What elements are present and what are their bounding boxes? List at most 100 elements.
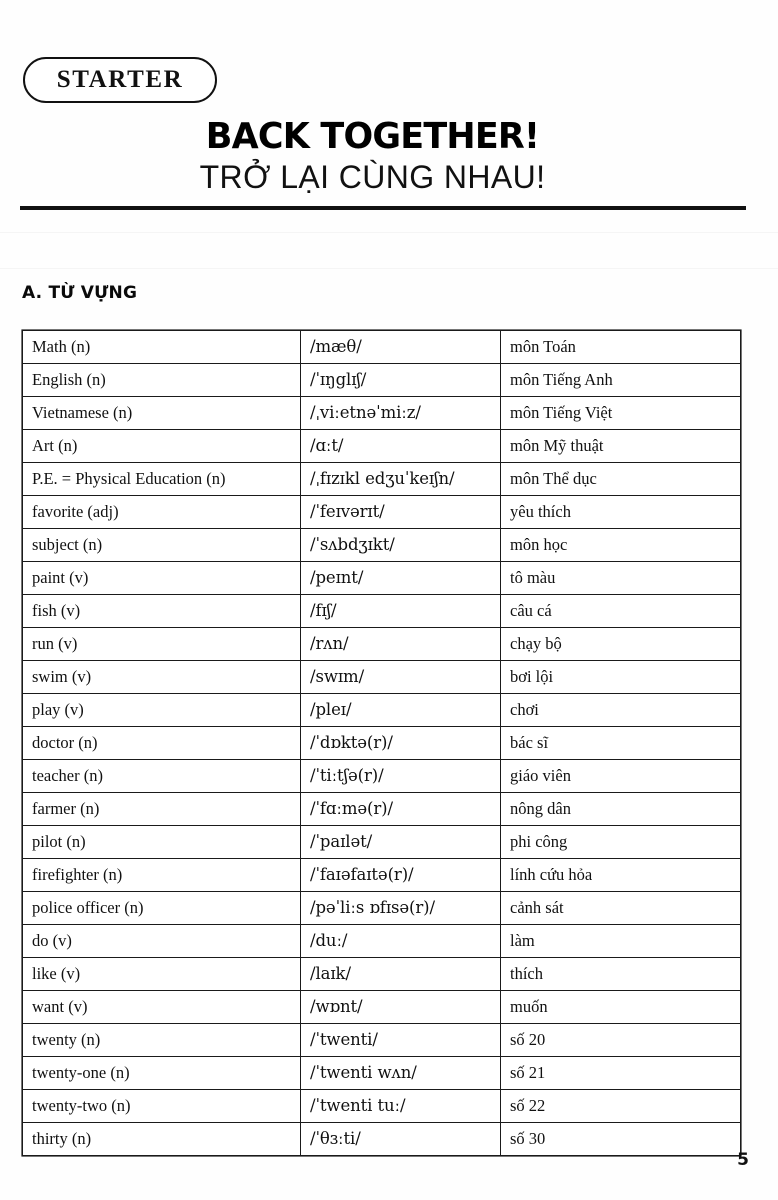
vocab-word-cell: fish (v) bbox=[22, 594, 301, 628]
table-row: favorite (adj)/ˈfeɪvərɪt/yêu thích bbox=[22, 495, 741, 529]
vocab-meaning-cell: phi công bbox=[500, 825, 741, 859]
vocab-word-cell: Math (n) bbox=[22, 330, 301, 364]
table-row: fish (v)/fɪʃ/câu cá bbox=[22, 594, 741, 628]
vocab-meaning-cell: môn Tiếng Anh bbox=[500, 363, 741, 397]
table-row: Math (n)/mæθ/môn Toán bbox=[22, 330, 741, 364]
vocab-word-cell: twenty-two (n) bbox=[22, 1089, 301, 1123]
unit-title-block: BACK TOGETHER! TRỞ LẠI CÙNG NHAU! bbox=[0, 116, 745, 197]
vocab-word-cell: teacher (n) bbox=[22, 759, 301, 793]
vocab-ipa-cell: /ˈθɜːti/ bbox=[300, 1122, 501, 1156]
table-row: play (v)/pleɪ/chơi bbox=[22, 693, 741, 727]
vocab-word-cell: paint (v) bbox=[22, 561, 301, 595]
vocab-meaning-cell: môn Toán bbox=[500, 330, 741, 364]
vocab-ipa-cell: /ˈtiːtʃə(r)/ bbox=[300, 759, 501, 793]
table-row: police officer (n)/pəˈliːs ɒfɪsə(r)/cảnh… bbox=[22, 891, 741, 925]
vocab-meaning-cell: số 30 bbox=[500, 1122, 741, 1156]
vocab-word-cell: subject (n) bbox=[22, 528, 301, 562]
vocab-meaning-cell: số 21 bbox=[500, 1056, 741, 1090]
vocab-meaning-cell: cảnh sát bbox=[500, 891, 741, 925]
vocab-ipa-cell: /pleɪ/ bbox=[300, 693, 501, 727]
scan-artifact bbox=[0, 268, 778, 269]
section-heading-vocabulary: A. TỪ VỰNG bbox=[22, 283, 138, 303]
vocab-meaning-cell: yêu thích bbox=[500, 495, 741, 529]
vocab-word-cell: want (v) bbox=[22, 990, 301, 1024]
title-divider-rule bbox=[20, 206, 746, 210]
table-row: do (v)/duː/làm bbox=[22, 924, 741, 958]
vocab-word-cell: favorite (adj) bbox=[22, 495, 301, 529]
table-row: twenty-one (n)/ˈtwenti wʌn/số 21 bbox=[22, 1056, 741, 1090]
vocab-meaning-cell: số 20 bbox=[500, 1023, 741, 1057]
table-row: twenty (n)/ˈtwenti/số 20 bbox=[22, 1023, 741, 1057]
table-row: pilot (n)/ˈpaɪlət/phi công bbox=[22, 825, 741, 859]
vocab-meaning-cell: câu cá bbox=[500, 594, 741, 628]
vocab-meaning-cell: số 22 bbox=[500, 1089, 741, 1123]
table-row: P.E. = Physical Education (n)/ˌfɪzɪkl ed… bbox=[22, 462, 741, 496]
vocab-ipa-cell: /peɪnt/ bbox=[300, 561, 501, 595]
vocab-word-cell: Art (n) bbox=[22, 429, 301, 463]
vocab-ipa-cell: /ˈtwenti/ bbox=[300, 1023, 501, 1057]
table-row: Vietnamese (n)/ˌviːetnəˈmiːz/môn Tiếng V… bbox=[22, 396, 741, 430]
vocab-word-cell: doctor (n) bbox=[22, 726, 301, 760]
vocab-ipa-cell: /swɪm/ bbox=[300, 660, 501, 694]
vocab-ipa-cell: /ˈdɒktə(r)/ bbox=[300, 726, 501, 760]
vocab-word-cell: play (v) bbox=[22, 693, 301, 727]
vocab-word-cell: P.E. = Physical Education (n) bbox=[22, 462, 301, 496]
vocab-meaning-cell: thích bbox=[500, 957, 741, 991]
table-row: firefighter (n)/ˈfaɪəfaɪtə(r)/lính cứu h… bbox=[22, 858, 741, 892]
table-row: like (v)/laɪk/thích bbox=[22, 957, 741, 991]
vocab-word-cell: English (n) bbox=[22, 363, 301, 397]
vocab-ipa-cell: /laɪk/ bbox=[300, 957, 501, 991]
vocab-ipa-cell: /ˌviːetnəˈmiːz/ bbox=[300, 396, 501, 430]
vocab-ipa-cell: /ˈfaɪəfaɪtə(r)/ bbox=[300, 858, 501, 892]
vocab-ipa-cell: /ˈtwenti wʌn/ bbox=[300, 1056, 501, 1090]
starter-badge-label: STARTER bbox=[56, 65, 184, 93]
vocab-ipa-cell: /rʌn/ bbox=[300, 627, 501, 661]
vocab-ipa-cell: /ˈɪŋglɪʃ/ bbox=[300, 363, 501, 397]
vocab-word-cell: swim (v) bbox=[22, 660, 301, 694]
vocab-meaning-cell: môn Thể dục bbox=[500, 462, 741, 496]
table-row: want (v)/wɒnt/muốn bbox=[22, 990, 741, 1024]
vocab-ipa-cell: /ˈfeɪvərɪt/ bbox=[300, 495, 501, 529]
vocab-word-cell: pilot (n) bbox=[22, 825, 301, 859]
vocab-ipa-cell: /wɒnt/ bbox=[300, 990, 501, 1024]
vocab-meaning-cell: giáo viên bbox=[500, 759, 741, 793]
vocab-meaning-cell: môn Mỹ thuật bbox=[500, 429, 741, 463]
vocab-word-cell: Vietnamese (n) bbox=[22, 396, 301, 430]
table-row: subject (n)/ˈsʌbdʒɪkt/môn học bbox=[22, 528, 741, 562]
vocab-meaning-cell: lính cứu hỏa bbox=[500, 858, 741, 892]
vocab-ipa-cell: /ˈpaɪlət/ bbox=[300, 825, 501, 859]
vocab-meaning-cell: chạy bộ bbox=[500, 627, 741, 661]
starter-badge: STARTER bbox=[23, 57, 217, 103]
vocab-ipa-cell: /ɑːt/ bbox=[300, 429, 501, 463]
vocab-meaning-cell: làm bbox=[500, 924, 741, 958]
vocab-meaning-cell: môn Tiếng Việt bbox=[500, 396, 741, 430]
scan-artifact bbox=[0, 232, 778, 233]
table-row: Art (n)/ɑːt/môn Mỹ thuật bbox=[22, 429, 741, 463]
vocabulary-table-body: Math (n)/mæθ/môn Toán English (n)/ˈɪŋglɪʃ… bbox=[22, 330, 741, 1156]
vocab-word-cell: thirty (n) bbox=[22, 1122, 301, 1156]
table-row: swim (v)/swɪm/bơi lội bbox=[22, 660, 741, 694]
vocab-ipa-cell: /duː/ bbox=[300, 924, 501, 958]
vocab-meaning-cell: bơi lội bbox=[500, 660, 741, 694]
vocab-word-cell: do (v) bbox=[22, 924, 301, 958]
vocab-meaning-cell: muốn bbox=[500, 990, 741, 1024]
vocab-ipa-cell: /mæθ/ bbox=[300, 330, 501, 364]
vocab-meaning-cell: bác sĩ bbox=[500, 726, 741, 760]
vocab-ipa-cell: /ˈsʌbdʒɪkt/ bbox=[300, 528, 501, 562]
vocab-word-cell: like (v) bbox=[22, 957, 301, 991]
table-row: run (v)/rʌn/chạy bộ bbox=[22, 627, 741, 661]
vocab-ipa-cell: /ˌfɪzɪkl edʒuˈkeɪʃn/ bbox=[300, 462, 501, 496]
vocab-word-cell: farmer (n) bbox=[22, 792, 301, 826]
vocab-word-cell: twenty-one (n) bbox=[22, 1056, 301, 1090]
vocab-word-cell: firefighter (n) bbox=[22, 858, 301, 892]
table-row: twenty-two (n)/ˈtwenti tuː/số 22 bbox=[22, 1089, 741, 1123]
vocab-word-cell: twenty (n) bbox=[22, 1023, 301, 1057]
table-row: paint (v)/peɪnt/tô màu bbox=[22, 561, 741, 595]
vocabulary-table: Math (n)/mæθ/môn Toán English (n)/ˈɪŋglɪʃ… bbox=[22, 330, 741, 1156]
table-row: doctor (n)/ˈdɒktə(r)/bác sĩ bbox=[22, 726, 741, 760]
table-row: teacher (n)/ˈtiːtʃə(r)/giáo viên bbox=[22, 759, 741, 793]
vocab-ipa-cell: /ˈfɑːmə(r)/ bbox=[300, 792, 501, 826]
unit-title-english: BACK TOGETHER! bbox=[205, 116, 540, 157]
vocab-ipa-cell: /pəˈliːs ɒfɪsə(r)/ bbox=[300, 891, 501, 925]
